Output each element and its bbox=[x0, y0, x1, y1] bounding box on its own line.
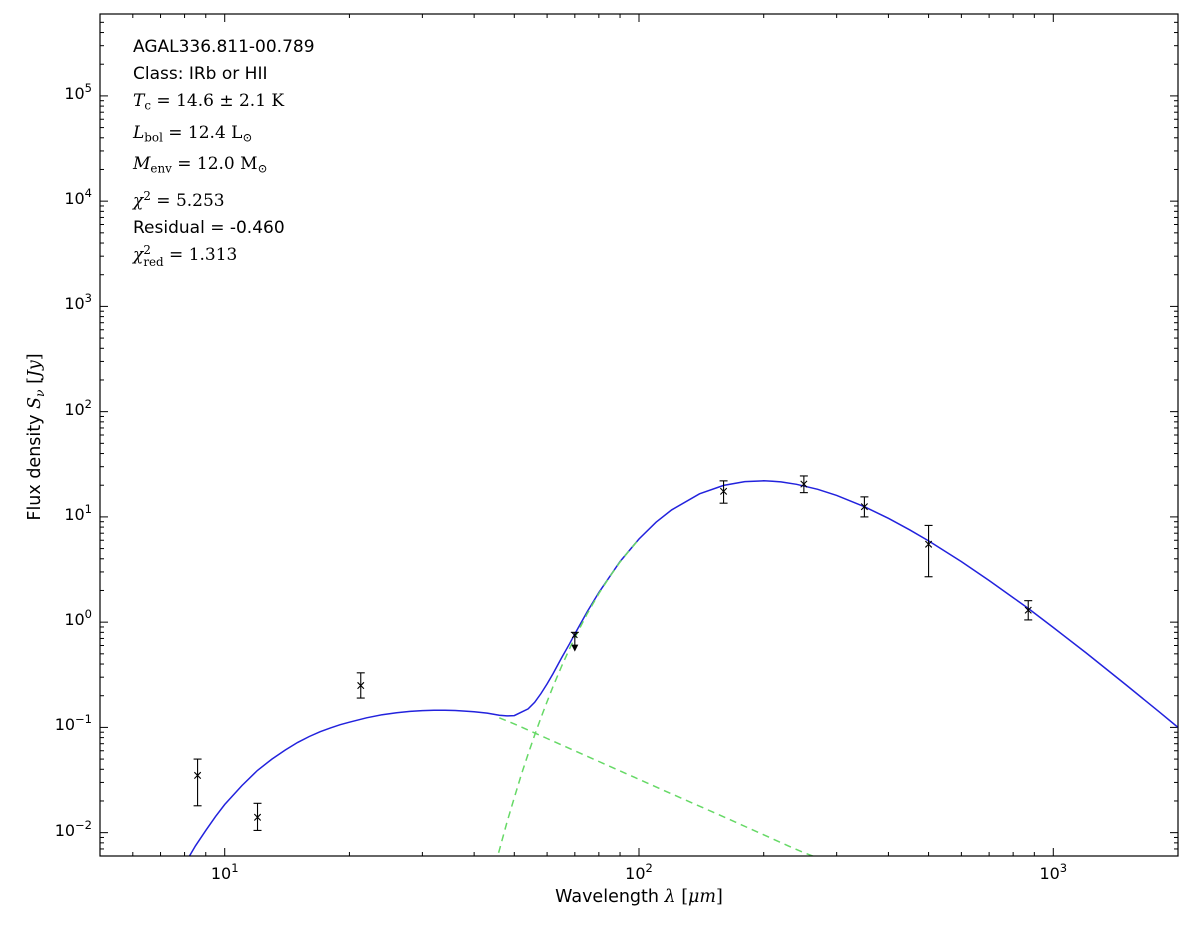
annotation-line-8: χ 2 red = 1.313 bbox=[133, 243, 238, 270]
data-point bbox=[253, 802, 262, 831]
data-point bbox=[356, 672, 365, 699]
stacked-script: 2 red bbox=[143, 243, 164, 270]
data-point bbox=[924, 524, 933, 578]
axis-ticks bbox=[99, 13, 1179, 857]
annotation-line-4: Lbol = 12.4 L⊙ bbox=[133, 122, 253, 145]
warm-component-curve bbox=[499, 717, 815, 856]
annotation-line-7: Residual = -0.460 bbox=[133, 217, 285, 238]
data-point bbox=[1024, 600, 1033, 621]
data-point bbox=[799, 475, 808, 494]
annotation-line-2: Class: IRb or HII bbox=[133, 64, 268, 84]
annotation-line-1: AGAL336.811-00.789 bbox=[133, 37, 315, 57]
x-axis-label: Wavelength λ [μm] bbox=[555, 887, 723, 907]
plot-frame bbox=[99, 13, 1179, 857]
data-point bbox=[719, 480, 728, 504]
upper-limit-point bbox=[570, 631, 579, 652]
annotation-line-3: Tc = 14.6 ± 2.1 K bbox=[133, 91, 285, 113]
data-point bbox=[193, 758, 202, 807]
fit-parameters-annotation: AGAL336.811-00.789 Class: IRb or HII Tc = … bbox=[133, 34, 315, 269]
y-axis-label: Flux density Sν [Jy] bbox=[25, 353, 47, 521]
cold-component-curve bbox=[496, 538, 640, 856]
annotation-line-6: χ2 = 5.253 bbox=[133, 188, 225, 211]
total-fit-curve bbox=[188, 480, 1178, 856]
annotation-line-5: Menv = 12.0 M⊙ bbox=[133, 154, 268, 176]
data-point bbox=[860, 496, 869, 518]
